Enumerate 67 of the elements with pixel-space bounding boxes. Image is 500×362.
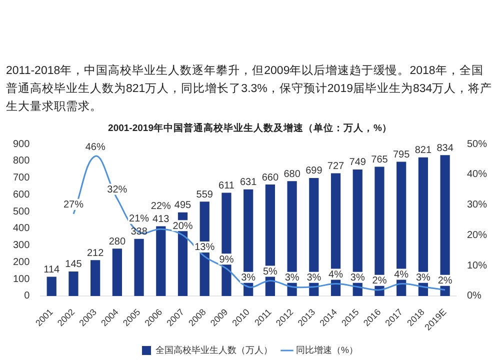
bar (46, 276, 56, 296)
data-label: 834 (436, 142, 454, 154)
bar (418, 157, 428, 296)
data-label: 413 (152, 214, 170, 225)
data-label: 3% (306, 272, 322, 284)
chart-subtitle: 2011-2018年，中国高校毕业生人数逐年攀升，但2009年以后增速趋于缓慢。2018年，全国普通高校毕业生人数为821万人，同比增长了3.3%，保守预计2019届毕业生为834万人，将产生大量求职需求。 (5, 63, 494, 115)
y2-tick-label: 40% (466, 169, 488, 180)
y-tick-label: 0 (24, 290, 30, 302)
data-label: 32% (107, 184, 128, 196)
y-tick-label: 500 (12, 206, 30, 218)
data-label: 495 (174, 200, 192, 212)
data-label: 559 (196, 189, 214, 200)
legend-label: 全国高校毕业生人数（万人） (156, 344, 272, 355)
bar (90, 260, 100, 296)
data-label: 280 (108, 236, 126, 248)
y2-tick-label: 50% (466, 138, 488, 150)
bar (287, 181, 297, 296)
data-label: 114 (44, 264, 60, 276)
data-label: 765 (371, 154, 388, 166)
y-tick-label: 400 (12, 223, 30, 234)
data-label: 2% (438, 276, 452, 287)
data-label: 9% (219, 254, 234, 266)
data-label: 20% (172, 220, 193, 232)
legend-label: 同比增速（%） (296, 344, 358, 355)
y-tick-label: 600 (12, 189, 30, 200)
data-label: 660 (262, 172, 279, 184)
y-tick-label: 800 (12, 156, 30, 167)
data-label: 680 (284, 168, 301, 180)
data-label: 5% (262, 266, 278, 278)
data-label: 145 (65, 259, 82, 270)
data-label: 631 (240, 177, 258, 188)
data-label: 46% (85, 142, 106, 153)
bar (112, 248, 122, 296)
y2-tick-label: 0% (466, 290, 482, 302)
data-label: 4% (328, 270, 344, 281)
y-tick-label: 200 (12, 256, 30, 268)
y2-tick-label: 10% (466, 260, 488, 272)
data-label: 611 (218, 180, 235, 192)
data-label: 2% (372, 276, 387, 287)
bar (68, 271, 78, 296)
data-label: 4% (394, 270, 409, 281)
y-tick-label: 900 (12, 138, 30, 150)
y-tick-label: 700 (12, 172, 30, 184)
y-tick-label: 300 (12, 240, 30, 252)
data-label: 21% (129, 214, 150, 225)
bar (440, 155, 450, 296)
y-tick-label: 100 (12, 274, 30, 285)
data-label: 821 (414, 145, 432, 156)
data-label: 22% (150, 200, 172, 212)
bar (374, 166, 384, 296)
data-label: 3% (284, 272, 300, 284)
chart-title: 2001-2019年中国普通高校毕业生人数及增速（单位：万人，%） (107, 122, 393, 135)
data-label: 699 (306, 166, 323, 177)
data-label: 13% (194, 242, 215, 254)
y2-tick-label: 20% (466, 230, 488, 241)
data-label: 212 (86, 248, 104, 259)
data-label: 3% (241, 272, 256, 284)
bar (134, 238, 144, 296)
data-label: 727 (327, 160, 345, 172)
data-label: 749 (349, 157, 366, 168)
data-label: 795 (392, 149, 410, 160)
y2-tick-label: 30% (466, 200, 488, 211)
data-label: 3% (416, 272, 431, 284)
data-label: 3% (350, 272, 365, 284)
bar (222, 192, 232, 296)
data-label: 27% (63, 200, 84, 211)
bar (156, 226, 166, 296)
